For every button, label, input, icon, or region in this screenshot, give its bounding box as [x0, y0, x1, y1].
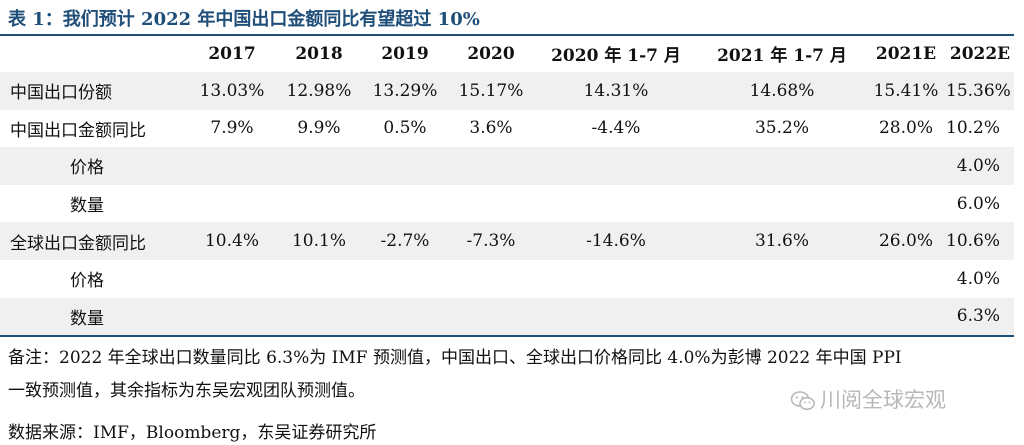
note-line-1: 备注：2022 年全球出口数量同比 6.3%为 IMF 预测值，中国出口、全球出… [8, 348, 902, 368]
row-label: 价格 [0, 147, 188, 185]
table-cell [698, 147, 866, 185]
table-row: 中国出口份额 13.03% 12.98% 13.29% 15.17% 14.31… [0, 72, 1014, 110]
table-row: 全球出口金额同比 10.4% 10.1% -2.7% -7.3% -14.6% … [0, 222, 1014, 260]
header-cell: 2020 年 1-7 月 [551, 46, 681, 66]
table-cell: -14.6% [534, 222, 698, 260]
table-row: 价格 4.0% [0, 260, 1014, 298]
table-row: 中国出口金额同比 7.9% 9.9% 0.5% 3.6% -4.4% 35.2%… [0, 110, 1014, 148]
table-cell [698, 260, 866, 298]
watermark-text: 川阅全球宏观 [820, 388, 946, 412]
table-cell: 14.31% [534, 72, 698, 110]
row-label: 中国出口金额同比 [10, 120, 146, 141]
table-cell: 12.98% [276, 72, 362, 110]
row-label: 全球出口金额同比 [0, 222, 188, 260]
table-cell: 6.3% [946, 297, 1014, 336]
header-cell: 2017 [208, 43, 256, 64]
table-cell [188, 147, 276, 185]
header-cell: 2019 [381, 43, 429, 64]
row-label: 数量 [70, 196, 104, 217]
header-cell: 2021E [875, 43, 937, 64]
table-row: 数量 6.0% [0, 185, 1014, 223]
table-top-rule [0, 34, 1014, 36]
table-cell [362, 147, 448, 185]
header-cell [0, 35, 188, 72]
table-cell [534, 147, 698, 185]
table-cell: -7.3% [448, 222, 534, 260]
table-cell: -2.7% [362, 222, 448, 260]
table-row: 价格 4.0% [0, 147, 1014, 185]
wechat-icon [790, 391, 815, 411]
table-cell [448, 185, 534, 223]
header-cell: 2018 [295, 43, 343, 64]
table-cell [448, 147, 534, 185]
note-line-2: 一致预测值，其余指标为东吴宏观团队预测值。 [8, 381, 365, 401]
row-label: 数量 [0, 297, 188, 336]
table-cell: 0.5% [383, 118, 427, 139]
table-header-row: 2017 2018 2019 2020 2020 年 1-7 月 2021 年 … [0, 35, 1014, 72]
table-cell: 10.4% [188, 222, 276, 260]
table-cell [866, 185, 946, 223]
table-cell [362, 185, 448, 223]
table-cell [276, 297, 362, 336]
table-cell [534, 297, 698, 336]
table-row: 数量 6.3% [0, 297, 1014, 336]
table-cell [276, 260, 362, 298]
table-cell [448, 260, 534, 298]
table-cell [866, 297, 946, 336]
table-cell [362, 297, 448, 336]
header-cell: 2021 年 1-7 月 [717, 46, 847, 66]
table-cell: 10.6% [946, 222, 1014, 260]
row-label: 价格 [70, 271, 104, 292]
table-cell: 3.6% [469, 118, 513, 139]
table-cell: 10.1% [276, 222, 362, 260]
table-cell [698, 185, 866, 223]
export-table: 2017 2018 2019 2020 2020 年 1-7 月 2021 年 … [0, 35, 1014, 336]
table-cell: 15.41% [866, 72, 946, 110]
table-cell [698, 297, 866, 336]
header-cell: 2022E [949, 43, 1011, 64]
watermark: 川阅全球宏观 [790, 385, 946, 415]
table-cell [276, 185, 362, 223]
table-bottom-rule [0, 335, 1014, 337]
table-cell: 13.03% [188, 72, 276, 110]
table-cell [534, 185, 698, 223]
table-cell: 31.6% [698, 222, 866, 260]
table-cell [866, 147, 946, 185]
table-cell [448, 297, 534, 336]
table-cell: 13.29% [362, 72, 448, 110]
table-cell [362, 260, 448, 298]
table-cell [188, 185, 276, 223]
table-cell: 15.36% [946, 72, 1014, 110]
table-cell: 10.2% [946, 118, 1001, 139]
table-cell: 26.0% [866, 222, 946, 260]
table-cell: 14.68% [698, 72, 866, 110]
table-title: 表 1：我们预计 2022 年中国出口金额同比有望超过 10% [8, 9, 480, 30]
table-cell: 35.2% [754, 118, 809, 139]
table-cell [188, 260, 276, 298]
table-cell: 4.0% [956, 268, 1000, 289]
source-note: 数据来源：IMF，Bloomberg，东吴证券研究所 [8, 423, 377, 443]
table-cell [534, 260, 698, 298]
table-cell [866, 260, 946, 298]
table-cell: 4.0% [946, 147, 1014, 185]
table-cell: 7.9% [210, 118, 254, 139]
table-cell: 6.0% [956, 193, 1000, 214]
table-cell: -4.4% [591, 118, 641, 139]
table-cell [276, 147, 362, 185]
table-cell [188, 297, 276, 336]
table-cell: 28.0% [878, 118, 933, 139]
header-cell: 2020 [467, 43, 515, 64]
row-label: 中国出口份额 [0, 72, 188, 110]
table-cell: 9.9% [297, 118, 341, 139]
table-cell: 15.17% [448, 72, 534, 110]
